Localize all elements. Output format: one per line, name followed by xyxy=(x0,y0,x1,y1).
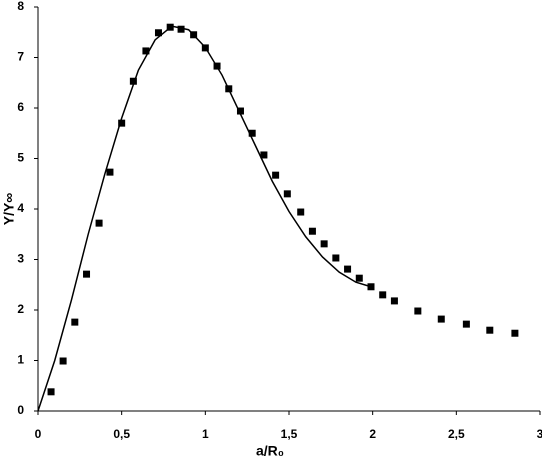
y-tick-label: 3 xyxy=(17,252,24,266)
curve xyxy=(37,25,373,412)
point xyxy=(59,357,67,365)
x-axis-label: a/R₀ xyxy=(256,443,284,459)
point xyxy=(260,151,268,159)
point xyxy=(236,107,244,115)
point xyxy=(154,29,162,37)
point xyxy=(95,219,103,227)
point xyxy=(47,388,55,396)
y-axis-label: Y/Y∞ xyxy=(1,193,17,226)
y-tick-label: 1 xyxy=(17,353,24,367)
x-tick-label: 1,5 xyxy=(281,427,298,441)
point xyxy=(283,190,291,198)
y-tick-label: 6 xyxy=(17,100,24,114)
y-tick-label: 2 xyxy=(17,302,24,316)
point xyxy=(414,307,422,315)
point xyxy=(83,270,91,278)
point xyxy=(437,315,445,323)
point xyxy=(390,297,398,305)
point xyxy=(177,25,185,33)
x-tick-label: 3 xyxy=(537,427,542,441)
point xyxy=(106,168,114,176)
y-tick-label: 0 xyxy=(17,403,24,417)
point xyxy=(332,254,340,262)
point xyxy=(320,240,328,248)
x-tick-label: 2,5 xyxy=(448,427,465,441)
y-tick-label: 7 xyxy=(17,50,24,64)
point xyxy=(142,47,150,55)
point xyxy=(118,119,126,127)
point xyxy=(297,208,305,216)
point xyxy=(344,265,352,273)
point xyxy=(379,291,387,299)
y-tick-label: 5 xyxy=(17,151,24,165)
x-tick-label: 0 xyxy=(35,427,42,441)
point xyxy=(248,129,256,137)
point xyxy=(511,329,519,337)
x-tick-label: 1 xyxy=(202,427,209,441)
point xyxy=(462,320,470,328)
point xyxy=(355,274,363,282)
x-tick-label: 0,5 xyxy=(113,427,130,441)
point xyxy=(129,77,137,85)
y-tick-label: 4 xyxy=(17,201,24,215)
point xyxy=(71,318,79,326)
point xyxy=(272,171,280,179)
point xyxy=(486,326,494,334)
x-tick-label: 2 xyxy=(369,427,376,441)
point xyxy=(308,227,316,235)
y-tick-label: 8 xyxy=(17,0,24,13)
